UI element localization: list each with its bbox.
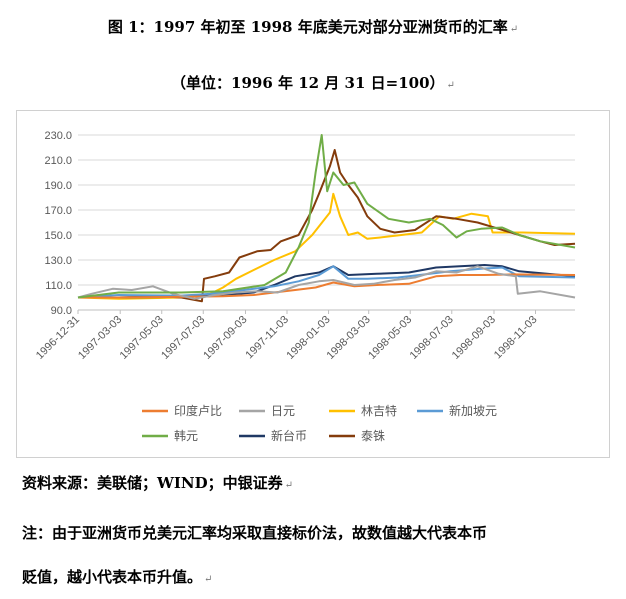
paragraph-mark: ↵ [204, 574, 213, 585]
x-tick-label: 1997-09-03 [201, 314, 249, 362]
paragraph-mark: ↵ [284, 480, 293, 491]
x-tick-label: 1996-12-31 [34, 314, 82, 362]
exchange-rate-chart: 90.0110.0130.0150.0170.0190.0210.0230.0 … [34, 130, 576, 443]
series-line-7 [78, 149, 576, 303]
y-tick-label: 170.0 [44, 205, 72, 217]
explanation-note-line2: 贬值，越小代表本币升值。 ↵ [22, 568, 213, 586]
figure-title: 图 1：1997 年初至 1998 年底美元对部分亚洲货币的汇率 ↵ [107, 18, 519, 36]
chart-frame: 90.0 110.0 130.0 150.0 170.0 190.0 210.0 230.0 … [16, 110, 610, 458]
y-axis: 90.0 110.0 130.0 150.0 170.0 190.0 210.0 230.0 [44, 130, 72, 317]
x-tick-label: 1998-11-03 [492, 314, 540, 362]
y-tick-label: 110.0 [45, 280, 72, 292]
legend-label: 韩元 [174, 428, 198, 443]
figure-subtitle: （单位：1996 年 12 月 31 日=100） ↵ [171, 74, 455, 92]
y-tick-label: 130.0 [44, 255, 72, 267]
x-tick-label: 1998-07-03 [408, 314, 456, 362]
y-tick-label: 90.0 [51, 305, 72, 317]
legend-label: 印度卢比 [174, 403, 222, 418]
y-tick-label: 190.0 [44, 180, 72, 192]
x-tick-label: 1997-03-03 [76, 314, 124, 362]
source-note: 资料来源：美联储；WIND；中银证券 ↵ [22, 474, 293, 492]
x-tick-label: 1998-05-03 [366, 314, 414, 362]
y-tick-label: 230.0 [44, 130, 72, 142]
legend-label: 日元 [271, 404, 295, 418]
legend-label: 新台币 [271, 428, 307, 443]
legend-label: 新加坡元 [449, 403, 497, 418]
legend-label: 泰铢 [361, 428, 385, 443]
series-line-3 [77, 192, 576, 300]
legend-label: 林吉特 [361, 403, 397, 418]
series-line-2 [77, 265, 576, 300]
y-tick-label: 150.0 [44, 230, 72, 242]
x-tick-label: 1998-09-03 [450, 314, 498, 362]
x-tick-label: 1997-05-03 [118, 314, 166, 362]
y-tick-label: 210.0 [44, 155, 72, 167]
series-line-5 [77, 134, 576, 299]
series-lines [77, 134, 576, 303]
x-tick-label: 1998-03-03 [325, 314, 373, 362]
explanation-note-line1: 注：由于亚洲货币兑美元汇率均采取直接标价法，故数值越大代表本币 [22, 524, 488, 542]
x-axis: 1996-12-311997-03-031997-05-031997-07-03… [34, 309, 575, 362]
paragraph-mark: ↵ [509, 24, 519, 35]
paragraph-mark: ↵ [446, 80, 455, 91]
x-tick-label: 1997-07-03 [159, 314, 207, 362]
